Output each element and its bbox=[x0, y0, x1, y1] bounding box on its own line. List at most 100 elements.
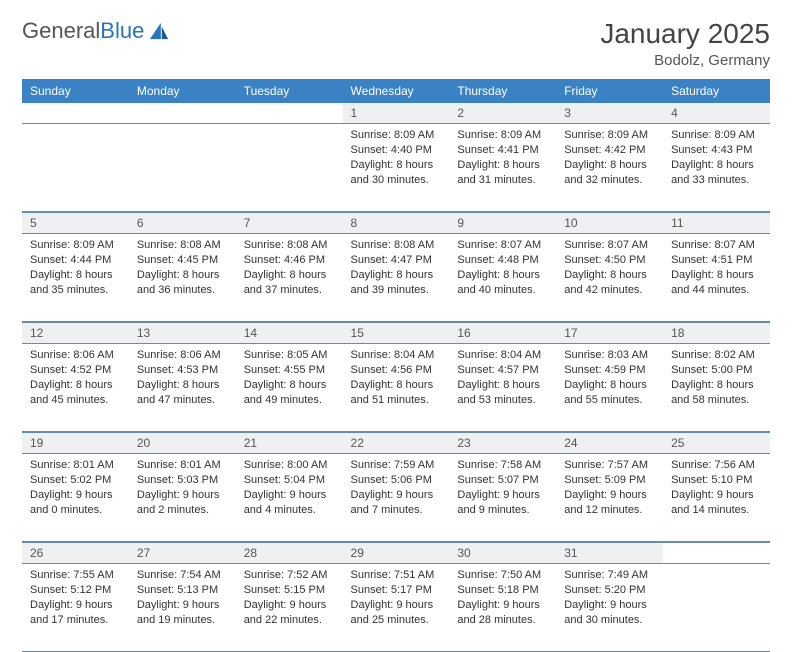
weekday-header: Sunday bbox=[22, 79, 129, 103]
day-number-cell: 3 bbox=[556, 103, 663, 124]
day-number-cell: 18 bbox=[663, 322, 770, 344]
day-cell: Sunrise: 8:06 AMSunset: 4:53 PMDaylight:… bbox=[129, 344, 236, 432]
day2-text: and 25 minutes. bbox=[351, 613, 442, 628]
day-details: Sunrise: 8:08 AMSunset: 4:46 PMDaylight:… bbox=[236, 234, 343, 303]
day-details: Sunrise: 8:08 AMSunset: 4:47 PMDaylight:… bbox=[343, 234, 450, 303]
day1-text: Daylight: 9 hours bbox=[244, 488, 335, 503]
day2-text: and 30 minutes. bbox=[351, 173, 442, 188]
sunrise-text: Sunrise: 8:06 AM bbox=[30, 348, 121, 363]
day2-text: and 30 minutes. bbox=[564, 613, 655, 628]
day-number: 7 bbox=[236, 212, 343, 233]
weekday-header: Thursday bbox=[449, 79, 556, 103]
daynum-row: 12131415161718 bbox=[22, 322, 770, 344]
day2-text: and 33 minutes. bbox=[671, 173, 762, 188]
day2-text: and 14 minutes. bbox=[671, 503, 762, 518]
day-number-cell: 31 bbox=[556, 542, 663, 564]
day1-text: Daylight: 8 hours bbox=[564, 268, 655, 283]
day2-text: and 40 minutes. bbox=[457, 283, 548, 298]
day-number-cell: 30 bbox=[449, 542, 556, 564]
day-number-cell: 27 bbox=[129, 542, 236, 564]
day-details: Sunrise: 8:08 AMSunset: 4:45 PMDaylight:… bbox=[129, 234, 236, 303]
day-number: 20 bbox=[129, 432, 236, 453]
day-number: 22 bbox=[343, 432, 450, 453]
day1-text: Daylight: 8 hours bbox=[457, 268, 548, 283]
day-cell: Sunrise: 7:57 AMSunset: 5:09 PMDaylight:… bbox=[556, 454, 663, 542]
day-number: 26 bbox=[22, 542, 129, 563]
day-details: Sunrise: 7:56 AMSunset: 5:10 PMDaylight:… bbox=[663, 454, 770, 523]
day1-text: Daylight: 8 hours bbox=[564, 378, 655, 393]
sunrise-text: Sunrise: 7:56 AM bbox=[671, 458, 762, 473]
day-details: Sunrise: 7:51 AMSunset: 5:17 PMDaylight:… bbox=[343, 564, 450, 633]
week-row: Sunrise: 8:09 AMSunset: 4:44 PMDaylight:… bbox=[22, 234, 770, 322]
day1-text: Daylight: 8 hours bbox=[351, 378, 442, 393]
sunrise-text: Sunrise: 7:57 AM bbox=[564, 458, 655, 473]
day-details: Sunrise: 8:04 AMSunset: 4:57 PMDaylight:… bbox=[449, 344, 556, 413]
day-number: 10 bbox=[556, 212, 663, 233]
sunset-text: Sunset: 4:40 PM bbox=[351, 143, 442, 158]
day2-text: and 53 minutes. bbox=[457, 393, 548, 408]
sunrise-text: Sunrise: 8:06 AM bbox=[137, 348, 228, 363]
sunset-text: Sunset: 5:12 PM bbox=[30, 583, 121, 598]
logo: GeneralBlue bbox=[22, 18, 170, 44]
sunrise-text: Sunrise: 8:01 AM bbox=[30, 458, 121, 473]
sunset-text: Sunset: 4:46 PM bbox=[244, 253, 335, 268]
weekday-header: Friday bbox=[556, 79, 663, 103]
day-number: 17 bbox=[556, 322, 663, 343]
sunrise-text: Sunrise: 8:01 AM bbox=[137, 458, 228, 473]
day-cell bbox=[129, 124, 236, 212]
sunset-text: Sunset: 4:51 PM bbox=[671, 253, 762, 268]
day-number-cell: 21 bbox=[236, 432, 343, 454]
day-number: 27 bbox=[129, 542, 236, 563]
day-details: Sunrise: 8:09 AMSunset: 4:44 PMDaylight:… bbox=[22, 234, 129, 303]
day1-text: Daylight: 9 hours bbox=[244, 598, 335, 613]
day-cell bbox=[663, 564, 770, 652]
day1-text: Daylight: 8 hours bbox=[30, 268, 121, 283]
sunset-text: Sunset: 5:07 PM bbox=[457, 473, 548, 488]
day-number-cell bbox=[22, 103, 129, 124]
day-number-cell: 6 bbox=[129, 212, 236, 234]
day-number: 9 bbox=[449, 212, 556, 233]
day1-text: Daylight: 8 hours bbox=[137, 378, 228, 393]
day-cell: Sunrise: 8:06 AMSunset: 4:52 PMDaylight:… bbox=[22, 344, 129, 432]
day-cell bbox=[236, 124, 343, 212]
day-details: Sunrise: 8:07 AMSunset: 4:51 PMDaylight:… bbox=[663, 234, 770, 303]
weekday-header: Monday bbox=[129, 79, 236, 103]
sunset-text: Sunset: 5:13 PM bbox=[137, 583, 228, 598]
day-number: 11 bbox=[663, 212, 770, 233]
sunset-text: Sunset: 4:55 PM bbox=[244, 363, 335, 378]
day-cell: Sunrise: 7:56 AMSunset: 5:10 PMDaylight:… bbox=[663, 454, 770, 542]
sunrise-text: Sunrise: 7:55 AM bbox=[30, 568, 121, 583]
day-details: Sunrise: 8:05 AMSunset: 4:55 PMDaylight:… bbox=[236, 344, 343, 413]
day-details: Sunrise: 8:09 AMSunset: 4:41 PMDaylight:… bbox=[449, 124, 556, 193]
day1-text: Daylight: 8 hours bbox=[137, 268, 228, 283]
day-details: Sunrise: 7:50 AMSunset: 5:18 PMDaylight:… bbox=[449, 564, 556, 633]
sunrise-text: Sunrise: 8:04 AM bbox=[457, 348, 548, 363]
day-number-cell: 23 bbox=[449, 432, 556, 454]
day-cell: Sunrise: 8:01 AMSunset: 5:03 PMDaylight:… bbox=[129, 454, 236, 542]
day2-text: and 51 minutes. bbox=[351, 393, 442, 408]
day-number: 30 bbox=[449, 542, 556, 563]
day-number-cell: 12 bbox=[22, 322, 129, 344]
day-cell: Sunrise: 8:00 AMSunset: 5:04 PMDaylight:… bbox=[236, 454, 343, 542]
day-number: 31 bbox=[556, 542, 663, 563]
day-cell: Sunrise: 8:08 AMSunset: 4:45 PMDaylight:… bbox=[129, 234, 236, 322]
sunrise-text: Sunrise: 8:07 AM bbox=[457, 238, 548, 253]
sunset-text: Sunset: 4:48 PM bbox=[457, 253, 548, 268]
day-cell: Sunrise: 7:59 AMSunset: 5:06 PMDaylight:… bbox=[343, 454, 450, 542]
day-cell: Sunrise: 8:08 AMSunset: 4:47 PMDaylight:… bbox=[343, 234, 450, 322]
day-number: 18 bbox=[663, 322, 770, 343]
sunrise-text: Sunrise: 8:07 AM bbox=[564, 238, 655, 253]
logo-text: GeneralBlue bbox=[22, 18, 144, 44]
day-number: 4 bbox=[663, 103, 770, 123]
sunset-text: Sunset: 5:17 PM bbox=[351, 583, 442, 598]
sunset-text: Sunset: 5:04 PM bbox=[244, 473, 335, 488]
day-number-cell: 28 bbox=[236, 542, 343, 564]
day1-text: Daylight: 9 hours bbox=[457, 598, 548, 613]
day2-text: and 44 minutes. bbox=[671, 283, 762, 298]
day-number-cell: 17 bbox=[556, 322, 663, 344]
day2-text: and 31 minutes. bbox=[457, 173, 548, 188]
day-cell: Sunrise: 7:58 AMSunset: 5:07 PMDaylight:… bbox=[449, 454, 556, 542]
day1-text: Daylight: 8 hours bbox=[30, 378, 121, 393]
sunset-text: Sunset: 4:59 PM bbox=[564, 363, 655, 378]
day2-text: and 12 minutes. bbox=[564, 503, 655, 518]
